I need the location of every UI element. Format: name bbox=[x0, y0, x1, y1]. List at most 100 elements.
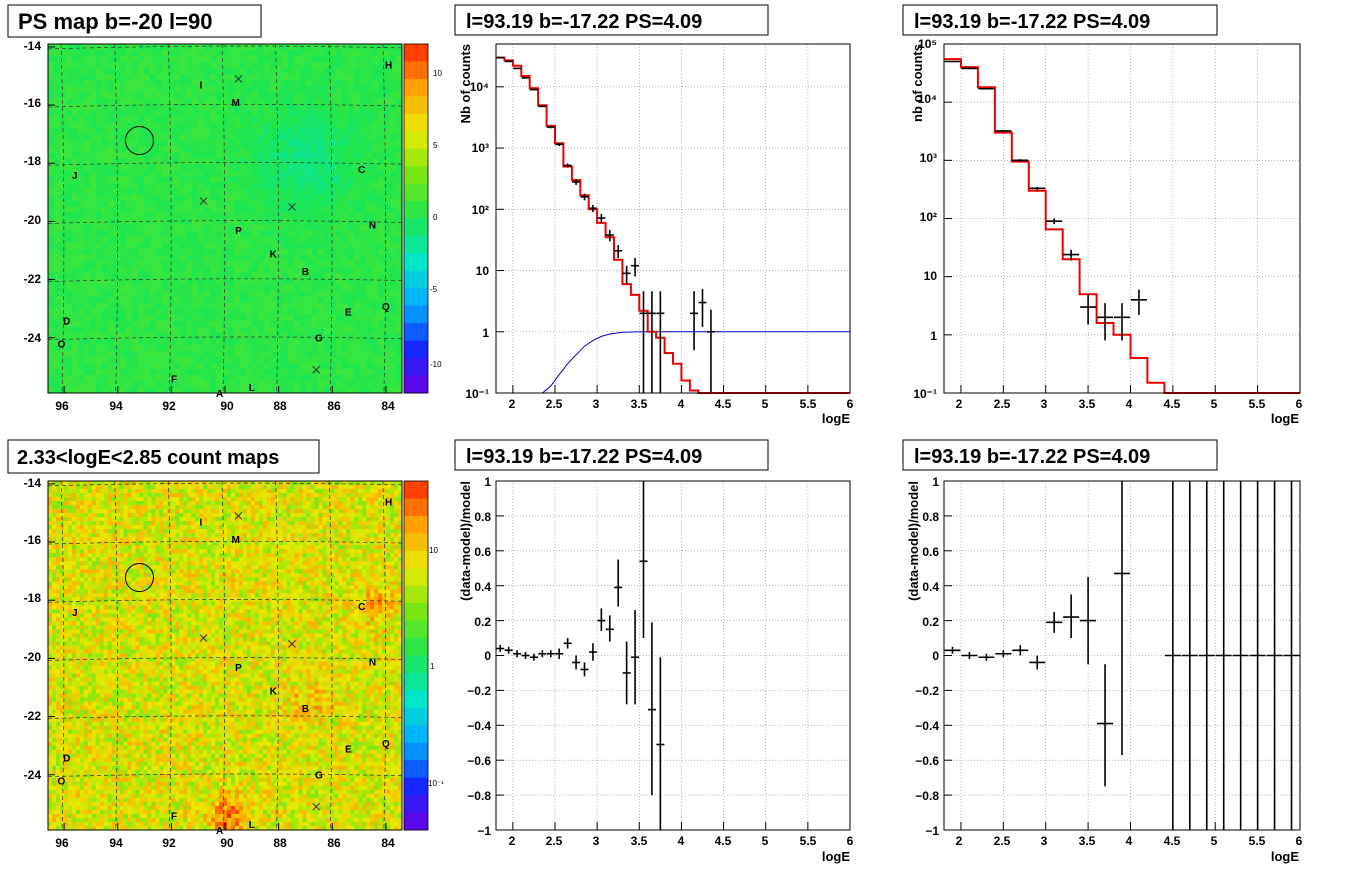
map-cell bbox=[119, 525, 124, 530]
map-cell bbox=[126, 242, 133, 249]
map-cell bbox=[114, 152, 121, 159]
map-cell bbox=[51, 513, 57, 518]
colorbar-bin bbox=[404, 375, 428, 394]
map-cell bbox=[378, 62, 385, 69]
map-cell bbox=[204, 320, 211, 328]
map-cell bbox=[242, 489, 248, 494]
map-cell bbox=[322, 517, 327, 522]
map-cell bbox=[294, 50, 301, 57]
map-cell bbox=[138, 116, 145, 123]
map-cell bbox=[324, 380, 331, 388]
map-cell bbox=[126, 194, 133, 201]
map-cell bbox=[67, 533, 73, 538]
map-cell bbox=[270, 134, 277, 141]
map-cell bbox=[342, 272, 349, 280]
map-cell bbox=[378, 206, 385, 213]
map-cell bbox=[78, 116, 85, 123]
map-cell bbox=[324, 80, 331, 87]
map-cell bbox=[96, 164, 103, 171]
map-cell bbox=[102, 380, 109, 388]
map-cell bbox=[366, 56, 373, 63]
map-cell bbox=[306, 356, 313, 364]
map-cell bbox=[60, 164, 67, 171]
map-cell bbox=[96, 146, 103, 153]
map-cell bbox=[300, 158, 307, 165]
map-cell bbox=[270, 56, 277, 63]
map-cell bbox=[138, 194, 145, 201]
map-cell bbox=[114, 194, 121, 201]
map-cell bbox=[346, 485, 351, 490]
map-cell bbox=[132, 320, 139, 328]
map-cell bbox=[226, 525, 232, 530]
map-cell bbox=[216, 182, 223, 189]
map-cell bbox=[192, 44, 199, 51]
map-cell bbox=[84, 116, 91, 123]
map-cell bbox=[180, 104, 187, 111]
map-cell bbox=[179, 513, 184, 518]
map-cell bbox=[252, 296, 259, 304]
map-cell bbox=[90, 44, 97, 51]
map-cell bbox=[384, 320, 391, 328]
map-cell bbox=[199, 505, 204, 510]
x-tick-label: 86 bbox=[327, 399, 341, 413]
map-cell bbox=[354, 176, 361, 183]
map-cell bbox=[250, 517, 256, 522]
map-cell bbox=[108, 260, 115, 268]
map-cell bbox=[183, 545, 188, 550]
map-cell bbox=[63, 533, 69, 538]
map-cell bbox=[63, 509, 69, 514]
map-cell bbox=[302, 517, 307, 522]
map-cell bbox=[384, 146, 391, 153]
map-cell bbox=[264, 146, 271, 153]
map-cell bbox=[59, 485, 65, 490]
map-cell bbox=[270, 80, 277, 87]
map-cell bbox=[83, 501, 89, 506]
map-cell bbox=[207, 529, 212, 534]
map-cell bbox=[138, 104, 145, 111]
map-cell bbox=[234, 134, 241, 141]
map-cell bbox=[240, 296, 247, 304]
map-cell bbox=[175, 505, 180, 510]
map-cell bbox=[156, 158, 163, 165]
map-cell bbox=[384, 314, 391, 322]
map-cell bbox=[250, 537, 256, 542]
map-cell bbox=[384, 212, 391, 219]
map-cell bbox=[318, 158, 325, 165]
map-cell bbox=[262, 505, 268, 510]
map-cell bbox=[132, 386, 139, 394]
map-cell bbox=[150, 344, 157, 352]
map-cell bbox=[66, 206, 73, 213]
map-cell bbox=[138, 236, 145, 243]
map-cell bbox=[264, 122, 271, 129]
map-cell bbox=[223, 509, 228, 514]
map-cell bbox=[186, 362, 193, 370]
map-cell bbox=[78, 128, 85, 135]
map-cell bbox=[322, 541, 327, 546]
map-cell bbox=[282, 224, 289, 231]
map-cell bbox=[378, 374, 385, 382]
map-cell bbox=[258, 128, 265, 135]
map-cell bbox=[204, 326, 211, 334]
map-cell bbox=[83, 481, 89, 486]
map-cell bbox=[384, 86, 391, 93]
map-cell bbox=[346, 489, 351, 494]
map-cell bbox=[55, 529, 61, 534]
map-cell bbox=[72, 212, 79, 219]
map-cell bbox=[398, 485, 403, 490]
map-cell bbox=[132, 92, 139, 99]
map-cell bbox=[222, 368, 229, 376]
map-cell bbox=[306, 128, 313, 135]
map-cell bbox=[168, 170, 175, 177]
map-cell bbox=[276, 80, 283, 87]
map-cell bbox=[318, 188, 325, 195]
map-cell bbox=[372, 188, 379, 195]
map-cell bbox=[240, 134, 247, 141]
map-cell bbox=[306, 218, 313, 225]
map-cell bbox=[306, 485, 311, 490]
map-cell bbox=[132, 266, 139, 274]
map-cell bbox=[198, 56, 205, 63]
map-cell bbox=[252, 332, 259, 340]
map-cell bbox=[78, 194, 85, 201]
map-cell bbox=[288, 152, 295, 159]
map-cell bbox=[114, 44, 121, 51]
